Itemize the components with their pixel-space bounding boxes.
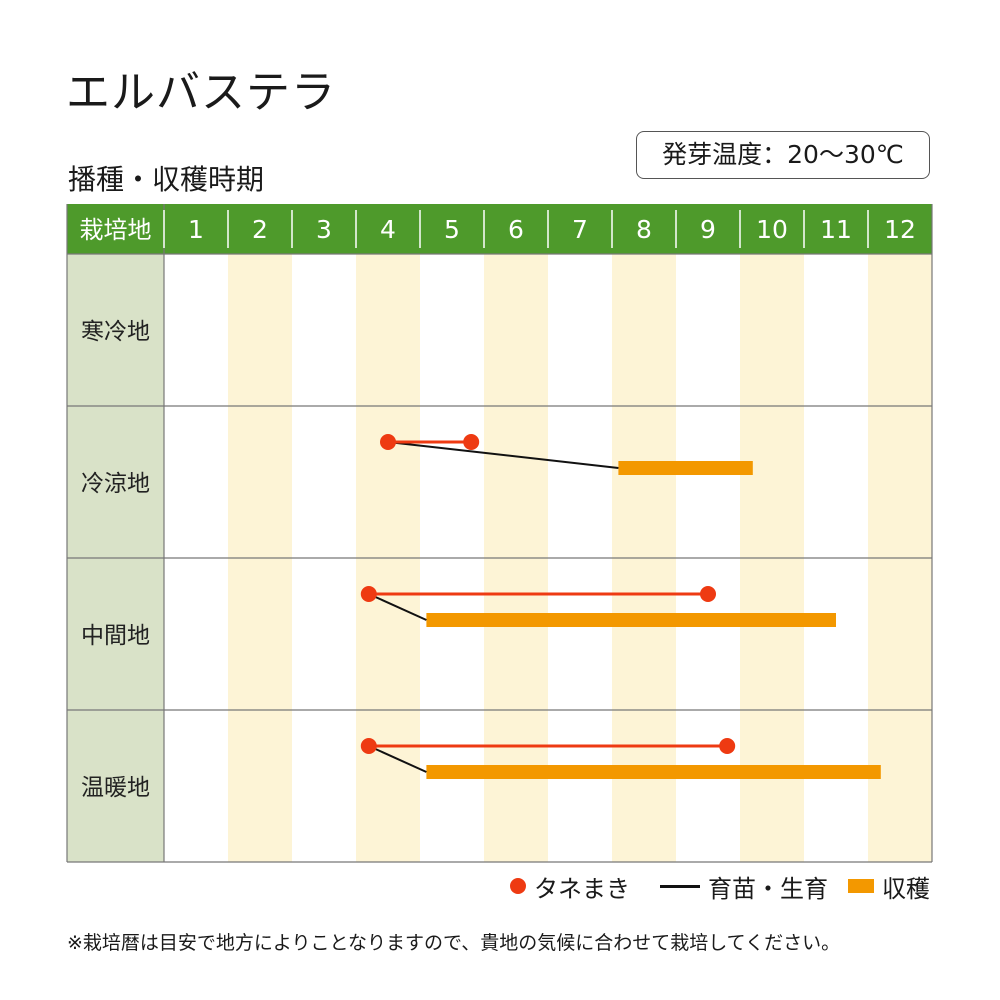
region-label: 冷涼地: [81, 471, 150, 497]
legend-nursery: 育苗・生育: [660, 870, 828, 903]
growth-line: [387, 441, 619, 469]
sowing-end-dot: [463, 434, 480, 450]
growth-line: [368, 745, 427, 773]
month-label: 7: [572, 215, 588, 244]
region-label: 中間地: [81, 623, 150, 649]
month-label: 8: [636, 215, 652, 244]
legend-sowing-label: タネまき: [534, 874, 630, 903]
legend-nursery-label: 育苗・生育: [708, 874, 828, 903]
sowing-dot-icon: [510, 878, 526, 894]
month-label: 1: [188, 215, 204, 244]
harvest-bar: [426, 765, 881, 779]
region-label: 寒冷地: [81, 319, 150, 345]
legend-harvest-label: 収穫: [882, 874, 930, 903]
month-label: 12: [884, 215, 916, 244]
nursery-line-icon: [660, 884, 700, 888]
header-row: [67, 204, 932, 254]
sowing-start-dot: [380, 434, 396, 450]
sowing-end-dot: [700, 586, 716, 602]
growth-line: [368, 593, 427, 621]
germination-temp-badge: 発芽温度：20～30℃: [636, 131, 930, 179]
region-label: 温暖地: [81, 775, 150, 801]
month-label: 2: [252, 215, 268, 244]
chart-subtitle: 播種・収穫時期: [68, 163, 265, 196]
sowing-end-dot: [719, 738, 736, 754]
page-title: エルバステラ: [66, 67, 336, 118]
sowing-start-dot: [360, 738, 377, 754]
footnote: ※栽培暦は目安で地方によりことなりますので、貴地の気候に合わせて栽培してください…: [67, 932, 841, 954]
month-label: 11: [820, 215, 852, 244]
corner-label: 栽培地: [80, 216, 152, 244]
sowing-start-dot: [360, 586, 377, 602]
month-label: 4: [380, 215, 396, 244]
month-label: 6: [508, 215, 524, 244]
legend-sowing: タネまき: [510, 870, 630, 903]
month-label: 5: [444, 215, 460, 244]
harvest-bar-icon: [848, 879, 874, 893]
legend-harvest: 収穫: [848, 870, 930, 903]
month-label: 9: [700, 215, 716, 244]
harvest-bar: [426, 613, 836, 627]
harvest-bar: [618, 461, 753, 475]
month-label: 3: [316, 215, 332, 244]
month-label: 10: [756, 215, 788, 244]
